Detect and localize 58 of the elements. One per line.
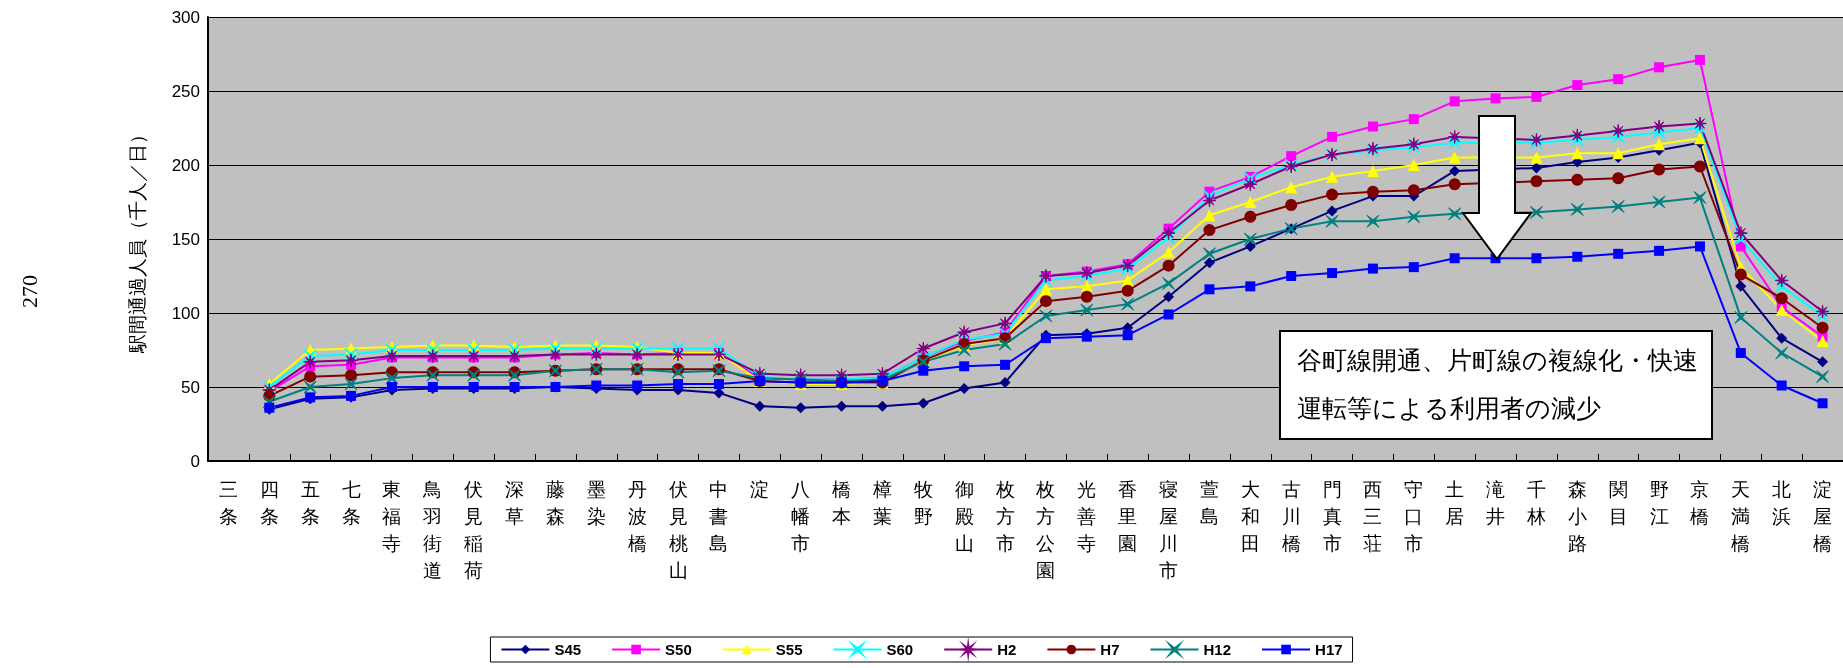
annotation: 谷町線開通、片町線の複線化・快速運転等による利用者の減少 <box>1279 330 1713 440</box>
x-tick-label: 野江 <box>1649 477 1669 527</box>
y-tick-label: 200 <box>171 155 200 175</box>
x-tick-label: 牧野 <box>913 477 933 527</box>
x-tick-label: 七条 <box>341 477 361 527</box>
x-tick-label: 寝屋川市 <box>1159 477 1179 581</box>
x-tick-label: 墨染 <box>586 477 606 527</box>
x-tick-label: 大和田 <box>1240 477 1260 554</box>
x-tick-label: 淀 <box>750 477 770 500</box>
y-tick-label: 300 <box>171 7 200 27</box>
x-tick-label: 森小路 <box>1567 477 1587 554</box>
legend-label: H12 <box>1203 641 1232 658</box>
x-tick-label: 萱島 <box>1199 477 1219 527</box>
x-tick-label: 深草 <box>505 477 525 527</box>
x-tick-label: 光善寺 <box>1077 477 1097 554</box>
x-tick-label: 鳥羽街道 <box>422 477 443 581</box>
text: 270 <box>16 275 42 308</box>
legend-label: S55 <box>775 641 803 658</box>
legend-label: H7 <box>1100 641 1120 658</box>
x-tick-label: 門真市 <box>1322 477 1342 554</box>
x-tick-label: 樟葉 <box>871 477 892 527</box>
x-tick-label: 枚方市 <box>994 477 1015 554</box>
y-tick-label: 0 <box>190 451 200 471</box>
y-tick-label: 150 <box>171 229 200 249</box>
x-tick-label: 西三荘 <box>1363 477 1383 554</box>
x-tick-label: 枚方公園 <box>1035 477 1056 581</box>
legend-label: S45 <box>554 641 582 658</box>
x-tick-label: 三条 <box>218 477 238 527</box>
x-tick-label: 御殿山 <box>954 477 974 554</box>
x-tick-label: 藤森 <box>545 477 565 527</box>
legend-label: S50 <box>665 641 692 658</box>
x-tick-label: 土居 <box>1445 477 1465 527</box>
legend-label: H2 <box>997 641 1017 658</box>
x-tick-label: 北浜 <box>1772 477 1792 527</box>
x-tick-label: 伏見稲荷 <box>464 477 484 581</box>
y-tick-label: 100 <box>171 303 200 323</box>
x-tick-label: 千林 <box>1525 477 1546 527</box>
x-tick-label: 伏見桃山 <box>668 477 688 581</box>
x-tick-label: 丹波橋 <box>627 477 647 554</box>
x-tick-label: 東福寺 <box>382 477 402 554</box>
x-tick-label: 五条 <box>300 477 320 527</box>
x-tick-label: 橋本 <box>832 477 852 527</box>
x-tick-label: 守口市 <box>1404 477 1424 554</box>
x-tick-label: 香里園 <box>1118 477 1138 554</box>
y-axis-title: 駅間通過人員（千人／日） <box>125 125 148 354</box>
x-tick-label: 中書島 <box>709 477 729 554</box>
y-tick-label: 250 <box>171 81 200 101</box>
y-tick-label: 50 <box>181 377 200 397</box>
x-tick-label: 関目 <box>1608 477 1628 527</box>
x-tick-label: 八幡市 <box>791 477 811 554</box>
x-tick-label: 四条 <box>259 477 279 527</box>
x-tick-label: 淀屋橋 <box>1813 477 1833 554</box>
x-tick-label: 古川橋 <box>1281 477 1301 554</box>
legend-label: S60 <box>886 641 914 658</box>
x-tick-label: 天満橋 <box>1731 477 1751 554</box>
x-tick-label: 滝井 <box>1486 477 1506 527</box>
legend-label: H17 <box>1315 641 1343 658</box>
x-tick-label: 京橋 <box>1690 477 1710 527</box>
